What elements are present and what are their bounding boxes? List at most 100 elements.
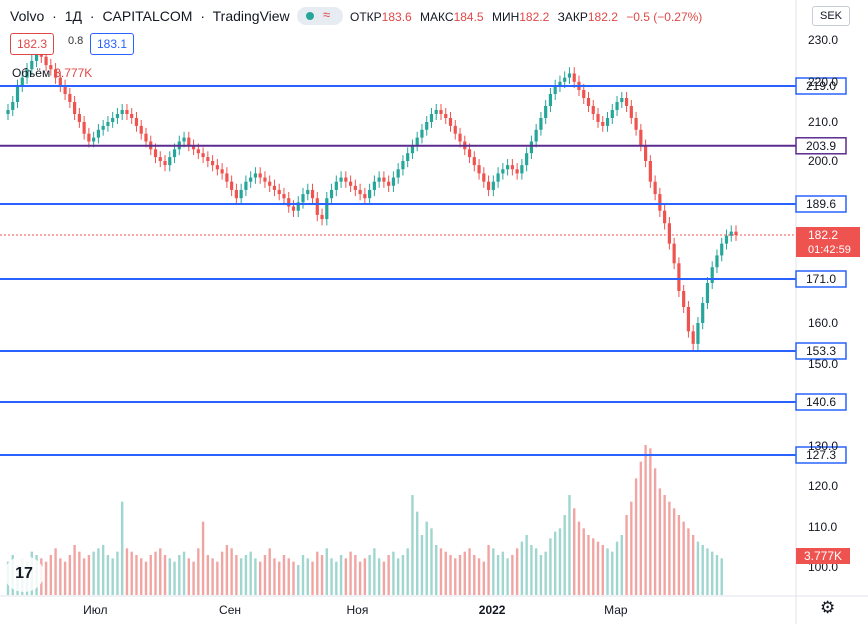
candle-body bbox=[215, 165, 219, 170]
candle-body bbox=[572, 73, 576, 82]
candle-body bbox=[291, 206, 296, 211]
spread-value: 0.8 bbox=[68, 35, 84, 47]
candle-body bbox=[244, 181, 248, 190]
candle-body bbox=[20, 77, 24, 86]
volume-bar bbox=[87, 555, 91, 595]
candle-body bbox=[715, 255, 719, 268]
volume-bar bbox=[163, 555, 167, 595]
high-label: МАКС bbox=[420, 10, 454, 24]
volume-bar bbox=[211, 558, 214, 595]
volume-bar bbox=[625, 515, 628, 595]
open-value: 183.6 bbox=[381, 10, 412, 24]
volume-bar bbox=[711, 551, 714, 595]
y-axis-tick-label: 110.0 bbox=[808, 520, 837, 534]
candle-body bbox=[705, 283, 710, 303]
candle-body bbox=[368, 189, 372, 199]
candle-body bbox=[339, 177, 343, 182]
candle-body bbox=[258, 173, 262, 178]
candle-body bbox=[115, 114, 120, 118]
volume-bar bbox=[577, 521, 581, 595]
price-level-label: 203.9 bbox=[806, 139, 836, 153]
volume-tag-label: 3.777K bbox=[804, 549, 842, 563]
candle-body bbox=[724, 235, 729, 244]
volume-legend: Объём 3.777K bbox=[12, 66, 92, 80]
volume-bar bbox=[144, 561, 148, 595]
candle-body bbox=[120, 110, 124, 114]
candle-body bbox=[696, 323, 700, 344]
gear-icon[interactable]: ⚙ bbox=[820, 598, 836, 617]
candle-body bbox=[729, 231, 733, 236]
candle-body bbox=[520, 165, 524, 174]
volume-bar bbox=[420, 535, 424, 595]
candle-body bbox=[53, 69, 58, 78]
candle-body bbox=[429, 114, 434, 122]
volume-bar bbox=[192, 561, 195, 595]
green-dot-icon bbox=[306, 12, 314, 20]
candle-body bbox=[163, 161, 167, 166]
current-price-value: 182.2 bbox=[808, 228, 838, 242]
volume-bar bbox=[363, 558, 367, 595]
candle-body bbox=[653, 181, 657, 195]
volume-bar bbox=[658, 488, 662, 595]
price-level-tag bbox=[795, 446, 847, 464]
volume-bar bbox=[59, 558, 62, 595]
volume-bar bbox=[549, 538, 552, 595]
candle-body bbox=[96, 129, 101, 138]
volume-bar bbox=[97, 548, 100, 595]
y-axis-tick-label: 220.0 bbox=[808, 75, 838, 89]
candle-body bbox=[320, 214, 324, 220]
candle-body bbox=[563, 77, 567, 82]
candle-body bbox=[515, 169, 519, 174]
x-axis-tick-label: Июл bbox=[83, 603, 107, 617]
candle-body bbox=[658, 194, 662, 211]
candle-body bbox=[144, 133, 148, 142]
volume-bar bbox=[668, 501, 671, 595]
volume-bar bbox=[615, 541, 619, 595]
candle-body bbox=[239, 189, 243, 199]
volume-bar bbox=[691, 535, 695, 595]
candle-body bbox=[686, 307, 691, 332]
wave-icon: ≈ bbox=[323, 7, 331, 22]
candle-body bbox=[486, 181, 491, 190]
volume-bar bbox=[377, 558, 381, 595]
candle-body bbox=[553, 86, 557, 94]
bid-price-button[interactable]: 182.3 bbox=[10, 33, 55, 55]
volume-bar bbox=[611, 551, 614, 595]
volume-value: 3.777K bbox=[54, 66, 93, 80]
candle-body bbox=[691, 331, 695, 344]
volume-bar bbox=[130, 551, 133, 595]
candle-body bbox=[277, 189, 281, 195]
interval-label[interactable]: 1Д bbox=[64, 8, 82, 24]
indicator-toggle-pill[interactable]: ≈ bbox=[297, 7, 343, 25]
candle-body bbox=[158, 157, 162, 161]
volume-bar bbox=[44, 561, 48, 595]
volume-bar bbox=[435, 545, 438, 595]
candle-body bbox=[101, 125, 105, 130]
candle-body bbox=[544, 106, 548, 118]
volume-bar bbox=[653, 468, 657, 595]
candle-body bbox=[401, 161, 405, 170]
x-axis-tick-label: 2022 bbox=[479, 603, 506, 617]
volume-bar bbox=[677, 515, 681, 595]
volume-bar bbox=[282, 555, 286, 595]
candle-body bbox=[191, 145, 196, 150]
volume-bar bbox=[268, 548, 271, 595]
candle-body bbox=[391, 177, 396, 186]
candle-body bbox=[30, 60, 34, 70]
currency-selector[interactable]: SEK bbox=[812, 6, 850, 26]
candle-body bbox=[467, 149, 472, 158]
candle-body bbox=[344, 177, 348, 182]
candle-body bbox=[315, 198, 319, 215]
volume-bar bbox=[573, 508, 576, 595]
candle-body bbox=[196, 149, 200, 154]
candle-body bbox=[582, 90, 586, 98]
price-level-tag bbox=[795, 270, 847, 288]
candle-body bbox=[58, 77, 62, 86]
symbol-name[interactable]: Volvo bbox=[10, 8, 45, 24]
candle-body bbox=[220, 169, 224, 174]
volume-bar bbox=[501, 551, 505, 595]
tradingview-logo-icon[interactable]: 17 bbox=[4, 556, 44, 592]
ask-price-button[interactable]: 183.1 bbox=[90, 33, 135, 55]
volume-bar bbox=[349, 551, 352, 595]
